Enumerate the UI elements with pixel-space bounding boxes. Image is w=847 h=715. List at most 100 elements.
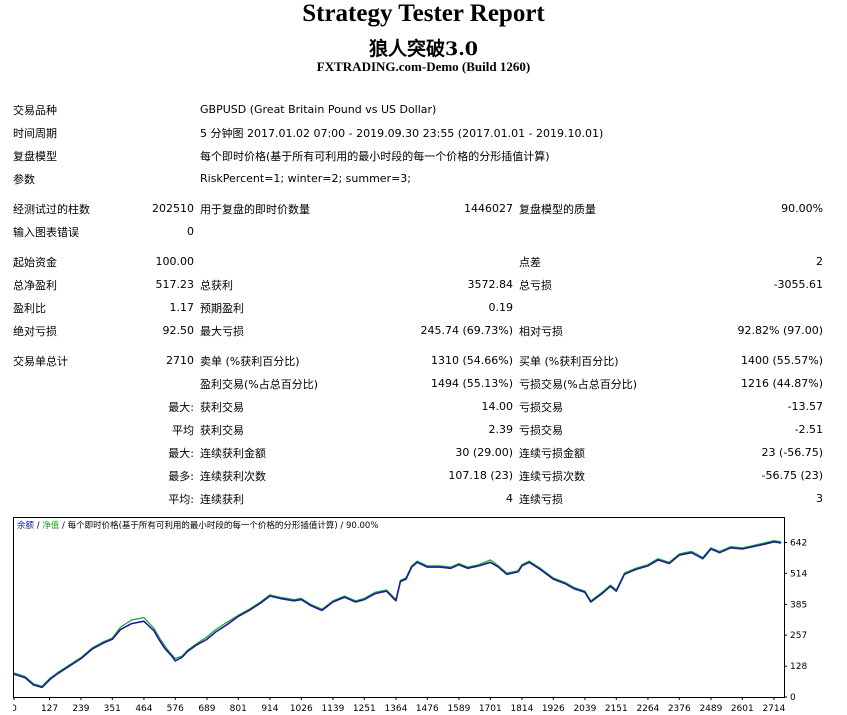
spread-value: 2: [816, 255, 824, 268]
maximal-consec-row: 最多: 连续获利次数 107.18 (23) 连续亏损次数 -56.75 (23…: [13, 464, 829, 487]
period-value: 5 分钟图 2017.01.02 07:00 - 2019.09.30 23:5…: [200, 126, 604, 140]
y-tick-label: 514: [790, 569, 807, 579]
x-tick-label: 1589: [447, 704, 470, 714]
total-trades-label: 交易单总计: [13, 354, 68, 368]
server-build: FXTRADING.com-Demo (Build 1260): [316, 59, 531, 74]
average-loss-label: 亏损交易: [519, 423, 563, 437]
expected-payoff-label: 预期盈利: [200, 301, 244, 315]
legend-sep-1: /: [34, 521, 42, 531]
rel-drawdown-label: 相对亏损: [519, 324, 563, 338]
largest-row: 最大: 获利交易 14.00 亏损交易 -13.57: [13, 395, 829, 418]
x-tick-label: 127: [41, 704, 58, 714]
bars-value: 202510: [152, 202, 194, 215]
largest-loss-value: -13.57: [787, 400, 824, 413]
balance-line: [13, 540, 782, 689]
model-value: 每个即时价格(基于所有可利用的最小时段的每一个价格的分形插值计算): [200, 149, 550, 163]
x-tick-label: 689: [198, 704, 215, 714]
expected-payoff-value: 0.19: [488, 301, 514, 314]
x-tick-label: 801: [230, 704, 247, 714]
symbol-value: GBPUSD (Great Britain Pound vs US Dollar…: [200, 103, 437, 116]
ticks-value: 1446027: [464, 202, 513, 215]
bars-row: 经测试过的柱数 202510 用于复盘的即时价数量 1446027 复盘模型的质…: [13, 197, 829, 220]
legend-equity: 净值: [42, 520, 60, 531]
largest-profit-label: 获利交易: [200, 400, 244, 414]
long-value: 1400 (55.57%): [741, 354, 824, 367]
win-loss-row: 盈利交易(%占总百分比) 1494 (55.13%) 亏损交易(%占总百分比) …: [13, 372, 829, 395]
model-row: 复盘模型 每个即时价格(基于所有可利用的最小时段的每一个价格的分形插值计算): [13, 144, 829, 167]
y-tick-label: 257: [790, 631, 807, 641]
avg-consec-losses-value: 3: [816, 492, 824, 505]
maximal-consec-loss-value: -56.75 (23): [761, 469, 824, 482]
avg-consec-row: 平均: 连续获利 4 连续亏损 3: [13, 487, 829, 510]
max-drawdown-value: 245.74 (69.73%): [420, 324, 513, 337]
x-tick-label: 1026: [290, 704, 313, 714]
x-tick-label: 2039: [573, 704, 596, 714]
legend-description: 每个即时价格(基于所有可利用的最小时段的每一个价格的分形插值计算) / 90.0…: [68, 520, 379, 531]
x-tick-label: 0: [13, 704, 17, 714]
profit-factor-value: 1.17: [169, 301, 195, 314]
avg-consec-prefix: 平均:: [168, 492, 194, 506]
x-tick-label: 576: [167, 704, 184, 714]
params-label: 参数: [13, 172, 35, 186]
deposit-row: 起始资金 100.00 点差 2: [13, 250, 829, 273]
average-profit-value: 2.39: [488, 423, 514, 436]
x-tick-label: 1251: [353, 704, 376, 714]
bars-label: 经测试过的柱数: [13, 202, 90, 216]
max-consec-losses-value: 23 (-56.75): [761, 446, 824, 459]
quality-label: 复盘模型的质量: [519, 202, 596, 216]
avg-consec-losses-label: 连续亏损: [519, 492, 563, 506]
profit-trades-label: 盈利交易(%占总百分比): [200, 377, 319, 391]
x-tick-label: 2714: [762, 704, 785, 714]
report-title: Strategy Tester Report: [302, 0, 545, 27]
y-tick-label: 0: [790, 693, 796, 703]
net-profit-value: 517.23: [155, 278, 195, 291]
gross-loss-label: 总亏损: [519, 278, 552, 292]
x-tick-label: 2264: [636, 704, 659, 714]
maximal-consec-loss-label: 连续亏损次数: [519, 469, 585, 483]
max-prefix: 最大:: [168, 446, 194, 460]
average-prefix: 平均: [172, 423, 194, 437]
x-tick-label: 351: [104, 704, 121, 714]
deposit-value: 100.00: [155, 255, 195, 268]
params-row: 参数 RiskPercent=1; winter=2; summer=3;: [13, 167, 829, 190]
abs-drawdown-label: 绝对亏损: [13, 324, 57, 338]
symbol-row: 交易品种 GBPUSD (Great Britain Pound vs US D…: [13, 98, 829, 121]
pf-row: 盈利比 1.17 预期盈利 0.19: [13, 296, 829, 319]
ticks-label: 用于复盘的即时价数量: [200, 202, 310, 216]
maximal-consec-profit-value: 107.18 (23): [448, 469, 513, 482]
max-consec-wins-value: 30 (29.00): [455, 446, 513, 459]
legend: 余额 / 净值 / 每个即时价格(基于所有可利用的最小时段的每一个价格的分形插值…: [17, 520, 378, 531]
avg-consec-wins-value: 4: [506, 492, 513, 505]
x-tick-label: 2601: [731, 704, 754, 714]
profit-factor-label: 盈利比: [13, 301, 46, 315]
period-row: 时间周期 5 分钟图 2017.01.02 07:00 - 2019.09.30…: [13, 121, 829, 144]
avg-consec-wins-label: 连续获利: [200, 492, 244, 506]
errors-label: 输入图表错误: [13, 225, 79, 239]
average-row: 平均 获利交易 2.39 亏损交易 -2.51: [13, 418, 829, 441]
maximal-prefix: 最多:: [168, 469, 194, 483]
long-label: 买单 (%获利百分比): [519, 354, 619, 368]
symbol-label: 交易品种: [13, 103, 57, 117]
x-tick-label: 1814: [510, 704, 533, 714]
maximal-consec-profit-label: 连续获利次数: [200, 469, 266, 483]
profit-trades-value: 1494 (55.13%): [430, 377, 513, 390]
x-tick-label: 1476: [416, 704, 439, 714]
profit-row: 总净盈利 517.23 总获利 3572.84 总亏损 -3055.61: [13, 273, 829, 296]
max-drawdown-label: 最大亏损: [200, 324, 244, 338]
largest-loss-label: 亏损交易: [519, 400, 563, 414]
quality-value: 90.00%: [781, 202, 824, 215]
x-tick-label: 239: [72, 704, 89, 714]
x-tick-label: 2489: [699, 704, 722, 714]
params-value: RiskPercent=1; winter=2; summer=3;: [200, 172, 411, 185]
y-tick-label: 385: [790, 600, 807, 610]
rel-drawdown-value: 92.82% (97.00): [737, 324, 824, 337]
x-tick-label: 1364: [384, 704, 407, 714]
x-tick-label: 1701: [479, 704, 502, 714]
largest-profit-value: 14.00: [481, 400, 514, 413]
net-profit-label: 总净盈利: [13, 278, 57, 292]
ea-name: 狼人突破3.0: [368, 38, 479, 60]
x-tick-label: 1926: [542, 704, 565, 714]
max-consec-losses-label: 连续亏损金额: [519, 446, 585, 460]
total-trades-row: 交易单总计 2710 卖单 (%获利百分比) 1310 (54.66%) 买单 …: [13, 349, 829, 372]
short-value: 1310 (54.66%): [430, 354, 513, 367]
